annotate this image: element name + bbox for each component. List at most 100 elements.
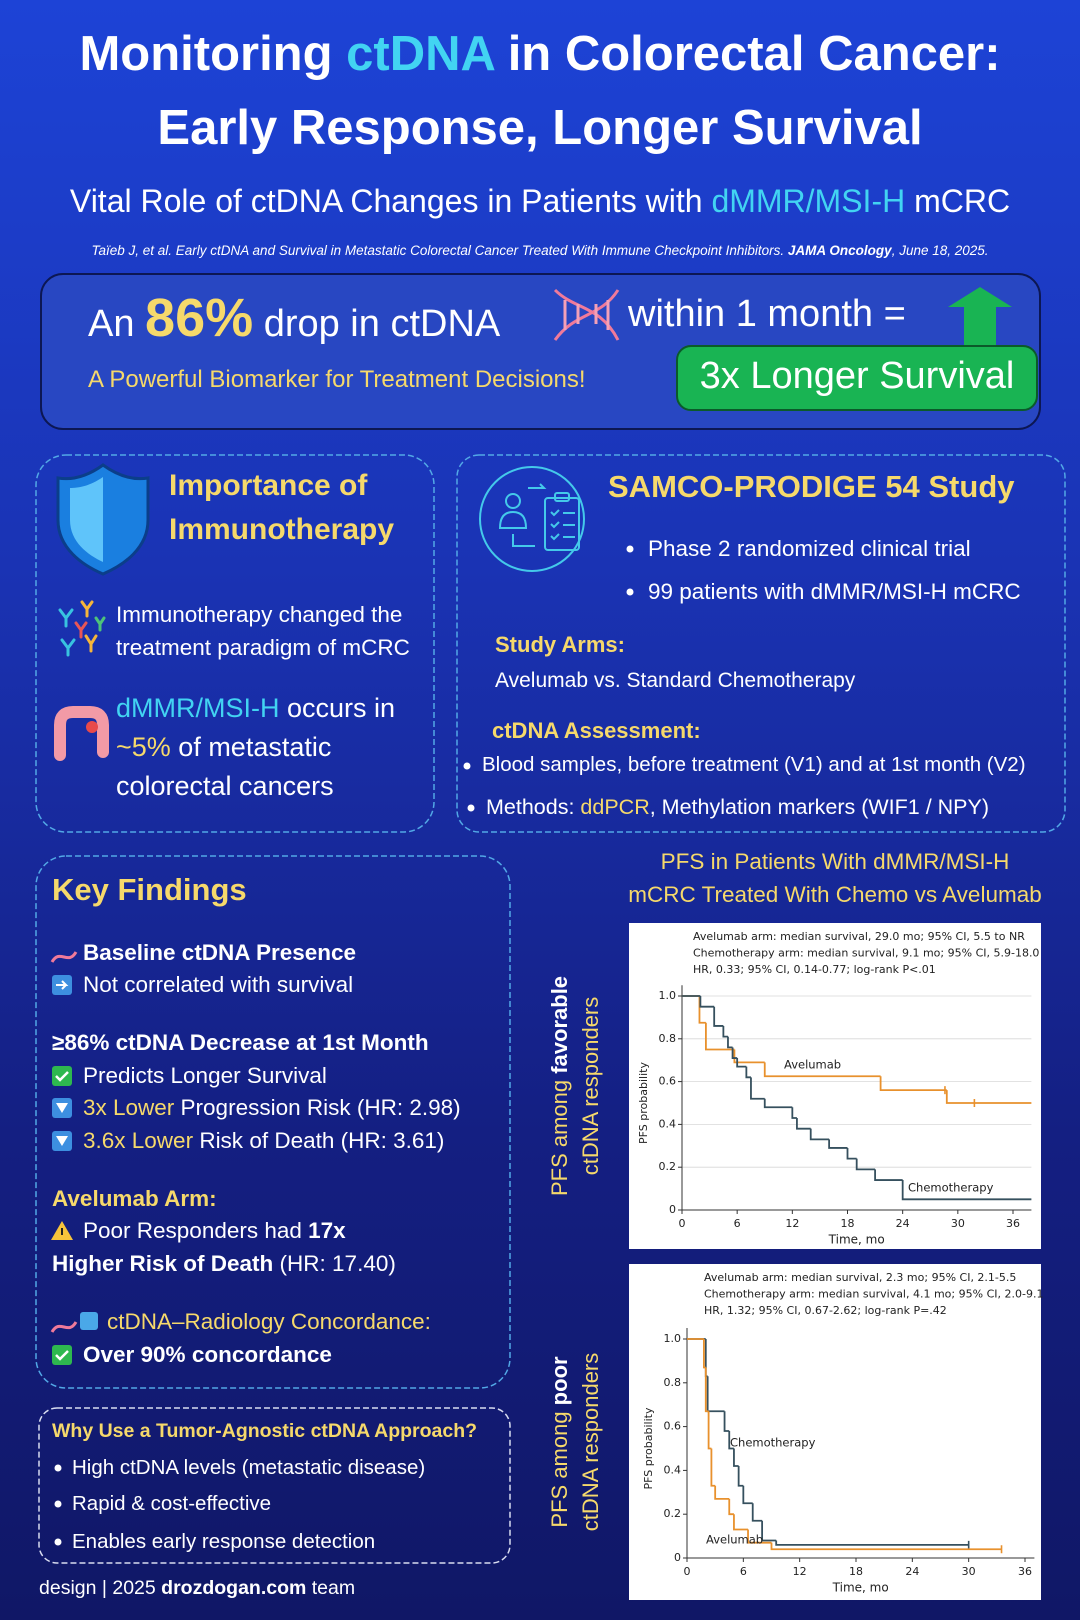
result-box <box>676 345 1038 411</box>
chart-title: mCRC Treated With Chemo vs Avelumab <box>628 882 1042 907</box>
tumor-dot <box>86 721 98 733</box>
subtitle-part: Vital Role of ctDNA Changes in Patients … <box>69 183 712 219</box>
side-label-emph: poor <box>547 1356 572 1405</box>
y-axis-label: PFS probability <box>642 1407 655 1489</box>
km-step <box>699 996 715 1008</box>
finding-heading: Baseline ctDNA Presence <box>83 940 357 965</box>
km-step <box>763 1098 793 1109</box>
subtitle: Vital Role of ctDNA Changes in Patients … <box>0 182 1080 220</box>
title: Monitoring ctDNA in Colorectal Cancer: <box>0 25 1080 84</box>
item-text: treatment paradigm of mCRC <box>116 635 410 660</box>
side-label-part: PFS among <box>547 1405 572 1527</box>
km-step <box>707 1411 712 1450</box>
title-part: Monitoring <box>79 27 347 81</box>
findings-panel <box>35 855 511 1389</box>
finding-text: Higher Risk of Death (HR: 17.40) <box>52 1250 396 1277</box>
finding-part: Poor Responders had <box>83 1218 309 1243</box>
series-label: Avelumab <box>784 1058 841 1072</box>
panel-title: SAMCO-PRODIGE 54 Study <box>608 469 1015 504</box>
banner-text: drop in ctDNA <box>253 303 501 345</box>
y-tick-label: 0 <box>669 1203 676 1216</box>
annotation: Chemotherapy arm: median survival, 4.1 m… <box>704 1288 1043 1301</box>
y-tick-label: 0.6 <box>659 1075 677 1088</box>
km-step <box>770 1542 1002 1551</box>
bullet-text: Methods: ddPCR, Methylation markers (WIF… <box>486 795 989 821</box>
finding-part: Progression Risk (HR: 2.98) <box>174 1095 461 1120</box>
km-step <box>742 1485 753 1505</box>
finding-part: Risk of Death (HR: 3.61) <box>193 1128 445 1153</box>
banner-line: An 86% drop in ctDNA <box>88 286 500 351</box>
bullet-part: , Methylation markers (WIF1 / NPY) <box>649 795 990 819</box>
y-tick-label: 1.0 <box>664 1332 682 1345</box>
bullet-part: Methods: <box>486 795 581 819</box>
finding-text: 3x Lower Progression Risk (HR: 2.98) <box>83 1094 461 1121</box>
item-text: ~5% of metastatic <box>116 731 331 763</box>
annotation: Avelumab arm: median survival, 29.0 mo; … <box>693 930 1025 943</box>
x-tick-label: 0 <box>684 1565 691 1578</box>
bullet-text: Phase 2 randomized clinical trial <box>648 536 971 561</box>
km-step <box>698 996 706 1024</box>
citation: Taïeb J, et al. Early ctDNA and Survival… <box>0 243 1080 259</box>
x-tick-label: 18 <box>849 1565 863 1578</box>
highlight: dMMR/MSI-H <box>116 693 280 723</box>
footer-part: team <box>306 1577 356 1599</box>
series-label: Chemotherapy <box>908 1181 994 1195</box>
km-step <box>945 1090 1032 1104</box>
km-step <box>713 1006 724 1027</box>
highlight: Higher Risk of Death <box>52 1251 274 1276</box>
finding-heading: Avelumab Arm: <box>52 1186 217 1211</box>
x-axis-label: Time, mo <box>832 1581 889 1595</box>
finding-heading: ≥86% ctDNA Decrease at 1st Month <box>52 1030 429 1055</box>
item-part: occurs in <box>279 693 396 723</box>
y-tick-label: 0.8 <box>664 1376 682 1389</box>
km-step <box>879 1076 947 1092</box>
side-label: PFS among favorable <box>547 976 572 1196</box>
km-step <box>728 1430 734 1450</box>
km-step <box>751 1503 763 1522</box>
subtitle-highlight: dMMR/MSI-H <box>711 183 906 219</box>
km-step <box>750 1077 765 1100</box>
title: Early Response, Longer Survival <box>157 101 923 155</box>
km-step <box>723 1411 730 1432</box>
x-axis-label: Time, mo <box>828 1233 885 1247</box>
km-step <box>736 1058 747 1068</box>
finding-text: Not correlated with survival <box>83 972 354 997</box>
x-tick-label: 24 <box>905 1565 919 1578</box>
x-tick-label: 24 <box>896 1217 910 1230</box>
panel-title: Why Use a Tumor-Agnostic ctDNA Approach? <box>52 1420 478 1442</box>
y-tick-label: 0.2 <box>659 1160 677 1173</box>
banner-text: within 1 month = <box>628 293 906 335</box>
highlight: ~5% <box>116 732 171 762</box>
panel-title: Immunotherapy <box>169 513 395 546</box>
title-highlight: ctDNA <box>346 27 495 81</box>
banner-tagline: A Powerful Biomarker for Treatment Decis… <box>88 366 586 393</box>
km-step <box>874 1169 903 1181</box>
item-text: dMMR/MSI-H occurs in <box>116 692 395 724</box>
x-tick-label: 18 <box>841 1217 855 1230</box>
km-step <box>731 1047 738 1059</box>
y-axis-label: PFS probability <box>637 1062 650 1144</box>
banner-text: An <box>88 303 146 345</box>
findings-icons <box>50 951 98 1365</box>
side-label-part: PFS among <box>547 1074 572 1196</box>
study-panel <box>456 454 1066 833</box>
finding-heading: ctDNA–Radiology Concordance: <box>107 1309 431 1334</box>
km-step <box>733 1514 749 1531</box>
series-label: Chemotherapy <box>730 1436 816 1450</box>
item-text: colorectal cancers <box>116 771 334 801</box>
km-step <box>722 1025 728 1038</box>
km-step <box>737 1466 744 1487</box>
annotation: Chemotherapy arm: median survival, 9.1 m… <box>693 947 1039 960</box>
footer: design | 2025 drozdogan.com team <box>39 1577 355 1600</box>
annotation: HR, 1.32; 95% CI, 0.67-2.62; log-rank P=… <box>704 1304 947 1317</box>
km-step <box>714 1485 730 1500</box>
km-step <box>745 1066 751 1079</box>
bullet-text: Blood samples, before treatment (V1) and… <box>482 753 1026 776</box>
panel-title: Key Findings <box>52 872 247 907</box>
side-label: ctDNA responders <box>578 1353 603 1532</box>
highlight: 3.6x Lower <box>83 1128 194 1153</box>
finding-part: (HR: 17.40) <box>273 1251 396 1276</box>
journal: JAMA Oncology <box>787 243 892 258</box>
